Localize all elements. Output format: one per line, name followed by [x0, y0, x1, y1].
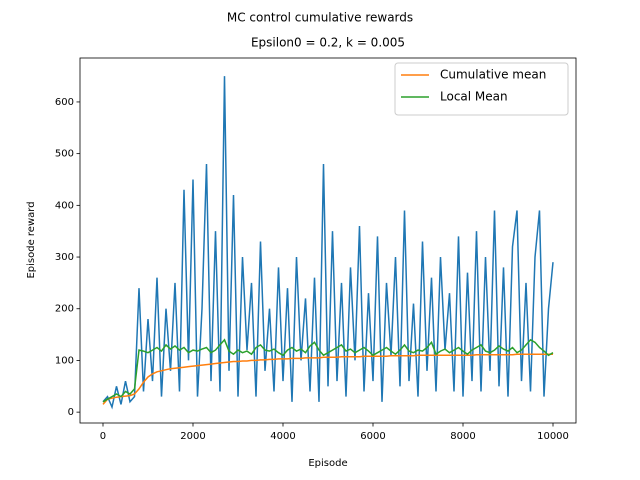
legend-label: Cumulative mean	[440, 68, 546, 82]
y-tick-label: 600	[55, 97, 74, 108]
y-tick-label: 0	[68, 407, 74, 418]
x-axis-label: Episode	[308, 458, 347, 469]
x-tick-label: 10000	[537, 431, 569, 442]
y-tick-label: 300	[55, 252, 74, 263]
legend-label: Local Mean	[440, 90, 508, 104]
line-series	[102, 338, 554, 403]
chart-subtitle: Epsilon0 = 0.2, k = 0.005	[251, 36, 405, 50]
line-series	[102, 76, 554, 410]
x-tick-label: 0	[100, 431, 106, 442]
legend-box	[394, 62, 569, 116]
y-axis-label: Episode reward	[26, 201, 37, 278]
x-tick-label: 6000	[360, 431, 385, 442]
axes-frame	[79, 57, 577, 424]
x-tick-label: 2000	[180, 431, 205, 442]
y-tick-label: 100	[55, 355, 74, 366]
line-series	[102, 353, 553, 405]
chart-title: MC control cumulative rewards	[227, 11, 413, 25]
y-tick-label: 200	[55, 304, 74, 315]
y-tick-label: 500	[55, 149, 74, 160]
x-tick-label: 4000	[270, 431, 295, 442]
x-tick-label: 8000	[450, 431, 475, 442]
y-tick-label: 400	[55, 200, 74, 211]
